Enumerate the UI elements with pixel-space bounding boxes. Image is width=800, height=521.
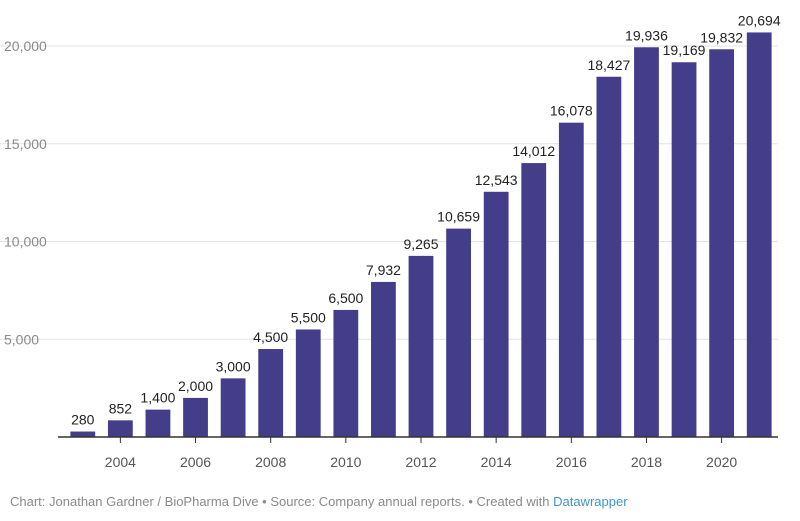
y-tick-label: 15,000 bbox=[4, 136, 47, 152]
bar-2006 bbox=[183, 397, 208, 437]
chart-footer: Chart: Jonathan Gardner / BioPharma Dive… bbox=[10, 494, 628, 509]
bar-2005 bbox=[145, 409, 171, 437]
y-axis-labels: 5,000 10,000 15,000 20,000 bbox=[4, 38, 47, 347]
data-label-2018: 19,936 bbox=[625, 27, 668, 43]
x-tick-label: 2006 bbox=[180, 454, 211, 470]
x-tick-label: 2014 bbox=[481, 454, 512, 470]
x-tick-label: 2010 bbox=[330, 454, 361, 470]
data-label-2021: 20,694 bbox=[738, 12, 781, 28]
bar-2018 bbox=[634, 47, 659, 438]
bar-2020 bbox=[709, 49, 735, 438]
data-label-2017: 18,427 bbox=[587, 57, 630, 73]
data-label-2013: 10,659 bbox=[437, 209, 480, 225]
data-label-2010: 6,500 bbox=[328, 290, 363, 306]
data-label-2016: 16,078 bbox=[550, 103, 593, 119]
bar-2003 bbox=[70, 431, 96, 437]
data-label-2011: 7,932 bbox=[366, 262, 401, 278]
bar-2013 bbox=[446, 228, 471, 437]
footer-credit: Chart: Jonathan Gardner / BioPharma Dive… bbox=[10, 494, 554, 509]
bar-2011 bbox=[371, 281, 396, 437]
bar-2021 bbox=[746, 32, 772, 437]
data-labels: 280 852 1,4002,0003,0004,5005,5006,5007,93… bbox=[71, 12, 781, 427]
data-label-2009: 5,500 bbox=[291, 309, 326, 325]
bar-2010 bbox=[333, 309, 359, 437]
bars bbox=[70, 32, 772, 438]
x-tick-label: 2012 bbox=[405, 454, 436, 470]
data-label-2007: 3,000 bbox=[216, 358, 251, 374]
datawrapper-link[interactable]: Datawrapper bbox=[553, 494, 628, 509]
x-tick-label: 2004 bbox=[105, 454, 136, 470]
data-label-2008: 4,500 bbox=[253, 329, 288, 345]
data-label-2003: 280 bbox=[71, 412, 95, 428]
bar-2016 bbox=[558, 122, 584, 437]
data-label-2015: 14,012 bbox=[512, 143, 555, 159]
bar-2009 bbox=[295, 329, 321, 437]
data-label-2012: 9,265 bbox=[403, 236, 438, 252]
bar-2019 bbox=[671, 62, 697, 437]
bar-2015 bbox=[521, 163, 547, 437]
x-tick-label: 2008 bbox=[255, 454, 286, 470]
bar-2004 bbox=[107, 420, 133, 437]
x-axis-labels: 2004 2006 2008 2010 2012 2014 2016 2018 2020 bbox=[105, 437, 737, 470]
data-label-2019: 19,169 bbox=[663, 42, 706, 58]
y-tick-label: 20,000 bbox=[4, 38, 47, 54]
x-tick-label: 2016 bbox=[556, 454, 587, 470]
bar-2007 bbox=[220, 378, 246, 437]
data-label-2020: 19,832 bbox=[700, 29, 743, 45]
bar-2014 bbox=[483, 191, 509, 437]
data-label-2004: 852 bbox=[109, 400, 133, 416]
data-label-2014: 12,543 bbox=[475, 172, 518, 188]
y-tick-label: 5,000 bbox=[4, 331, 39, 347]
bar-2017 bbox=[596, 76, 622, 438]
bar-2012 bbox=[408, 255, 434, 437]
data-label-2005: 1,400 bbox=[140, 390, 175, 406]
x-tick-label: 2020 bbox=[706, 454, 737, 470]
bar-2008 bbox=[258, 349, 284, 437]
y-tick-label: 10,000 bbox=[4, 234, 47, 250]
data-label-2006: 2,000 bbox=[178, 378, 213, 394]
x-tick-label: 2018 bbox=[631, 454, 662, 470]
